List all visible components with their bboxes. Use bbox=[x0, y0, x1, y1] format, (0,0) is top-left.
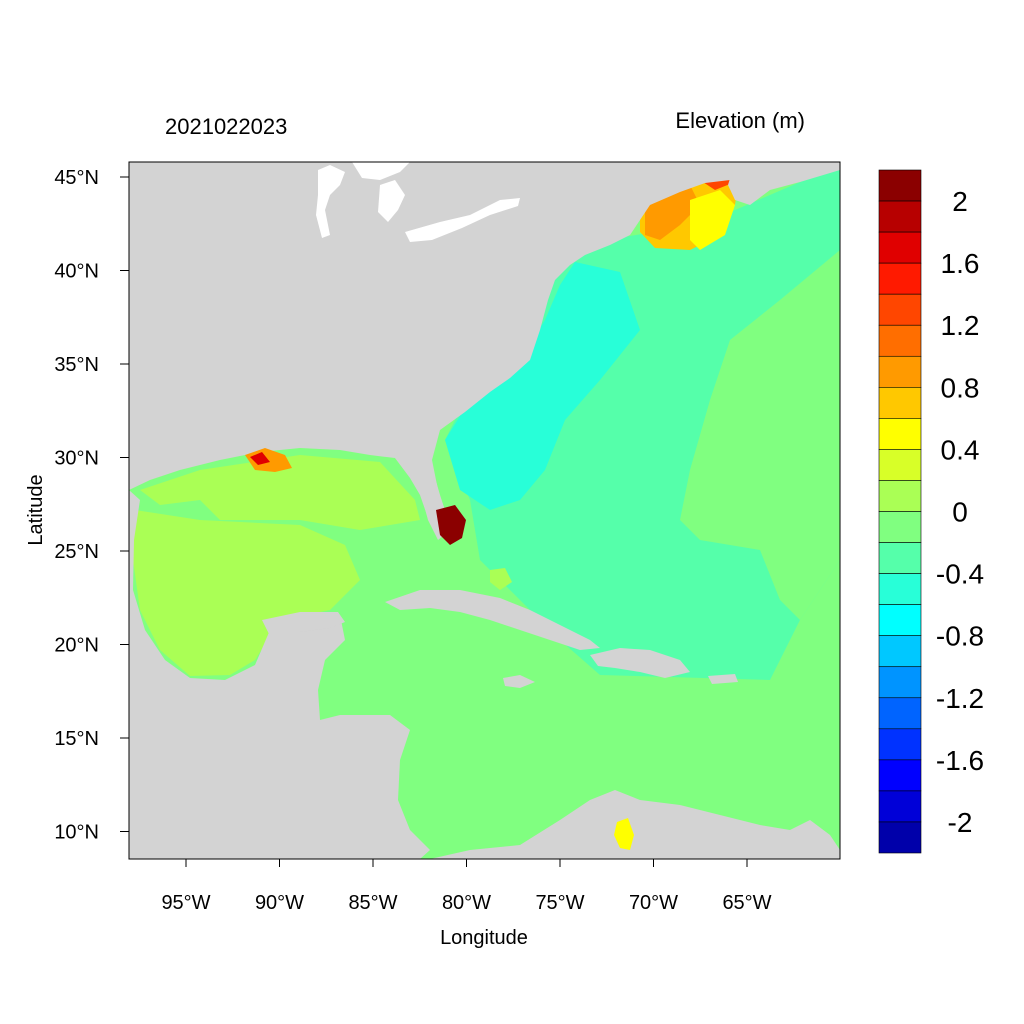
south-america-land bbox=[430, 790, 840, 859]
colorbar-swatch bbox=[878, 635, 922, 668]
lat-tick-label: 35°N bbox=[54, 354, 99, 376]
colorbar-swatch bbox=[878, 387, 922, 419]
timestamp-title: 2021022023 bbox=[165, 114, 287, 139]
lon-tick-label: 75°W bbox=[535, 892, 584, 914]
colorbar-swatch bbox=[878, 821, 922, 854]
bahamas-shallows bbox=[490, 568, 512, 590]
east-atlantic-region bbox=[680, 250, 840, 620]
colorbar-swatch bbox=[878, 573, 922, 605]
colorbar-label: 1.2 bbox=[941, 310, 980, 341]
lat-tick-label: 45°N bbox=[54, 167, 99, 189]
colorbar-swatch bbox=[878, 200, 922, 233]
cuba-land bbox=[385, 590, 600, 650]
gulf-of-mexico-region bbox=[140, 455, 420, 530]
x-axis-title: Longitude bbox=[440, 927, 528, 949]
colorbar-swatch bbox=[878, 418, 922, 450]
colorbar-swatch bbox=[878, 169, 922, 202]
jamaica-land bbox=[503, 675, 535, 688]
colorbar-swatch bbox=[878, 324, 922, 357]
lat-tick-label: 30°N bbox=[54, 448, 99, 470]
maritimes-land bbox=[728, 162, 840, 205]
colorbar-label: 2 bbox=[952, 186, 968, 217]
lat-tick-label: 40°N bbox=[54, 261, 99, 283]
yucatan-land bbox=[262, 612, 345, 640]
colorbar-swatch bbox=[878, 666, 922, 699]
western-gulf-region bbox=[133, 510, 360, 676]
colorbar-label: -0.8 bbox=[936, 621, 984, 652]
florida-land bbox=[395, 458, 448, 535]
lon-tick-label: 65°W bbox=[722, 892, 771, 914]
louisiana-coast-surge bbox=[245, 448, 292, 472]
colorbar-label: -1.6 bbox=[936, 745, 984, 776]
colorbar-swatch bbox=[878, 604, 922, 636]
hispaniola-land bbox=[590, 648, 690, 678]
lake-huron bbox=[378, 180, 405, 222]
lon-tick-label: 85°W bbox=[348, 892, 397, 914]
lon-tick-label: 80°W bbox=[442, 892, 491, 914]
lon-tick-label: 70°W bbox=[629, 892, 678, 914]
colorbar-label: -2 bbox=[948, 807, 973, 838]
puerto-rico-land bbox=[708, 674, 738, 684]
colorbar-swatch bbox=[878, 449, 922, 481]
colorbar-swatch bbox=[878, 293, 922, 326]
map-plot bbox=[128, 161, 841, 860]
lake-superior bbox=[316, 165, 345, 238]
colorbar-swatch bbox=[878, 262, 922, 295]
colorbar-swatch bbox=[878, 511, 922, 543]
colorbar-label: 0.4 bbox=[941, 434, 980, 465]
coastal-low-region bbox=[445, 262, 640, 510]
gulf-of-maine-peak-region bbox=[645, 185, 700, 240]
south-florida-surge bbox=[436, 505, 466, 545]
colorbar-label: 1.6 bbox=[941, 248, 980, 279]
lake-erie-ontario bbox=[405, 198, 520, 242]
lake-michigan bbox=[352, 162, 410, 180]
lake-maracaibo bbox=[614, 818, 634, 850]
variable-title: Elevation (m) bbox=[675, 108, 805, 133]
colorbar-swatch bbox=[878, 759, 922, 792]
y-axis-title: Latitude bbox=[25, 474, 47, 545]
gulf-of-maine-edge-region bbox=[690, 190, 735, 250]
colorbar-swatch bbox=[878, 728, 922, 761]
lat-tick-label: 20°N bbox=[54, 635, 99, 657]
colorbar-swatch bbox=[878, 231, 922, 264]
north-america-land bbox=[129, 162, 760, 540]
latitude-axis: 45°N 40°N 35°N 30°N 25°N 20°N 15°N 10°N bbox=[54, 167, 129, 844]
colorbar-swatch bbox=[878, 790, 922, 823]
colorbar-swatch bbox=[878, 542, 922, 574]
map-frame bbox=[128, 161, 841, 860]
colorbar-label: 0.8 bbox=[941, 372, 980, 403]
colorbar-label: -0.4 bbox=[936, 559, 984, 590]
longitude-axis: 95°W 90°W 85°W 80°W 75°W 70°W 65°W bbox=[161, 859, 772, 914]
colorbar-swatch bbox=[878, 355, 922, 388]
colorbar: 2 1.6 1.2 0.8 0.4 0 -0.4 -0.8 -1.2 -1.6 -2 bbox=[878, 169, 984, 854]
lat-tick-label: 15°N bbox=[54, 728, 99, 750]
colorbar-swatch bbox=[878, 697, 922, 730]
colorbar-label: -1.2 bbox=[936, 683, 984, 714]
mexico-land bbox=[129, 490, 430, 859]
lon-tick-label: 90°W bbox=[255, 892, 304, 914]
colorbar-swatch bbox=[878, 480, 922, 512]
lat-tick-label: 25°N bbox=[54, 541, 99, 563]
colorbar-label: 0 bbox=[952, 497, 968, 528]
louisiana-coast-red bbox=[250, 452, 270, 465]
lon-tick-label: 95°W bbox=[161, 892, 210, 914]
lat-tick-label: 10°N bbox=[54, 822, 99, 844]
